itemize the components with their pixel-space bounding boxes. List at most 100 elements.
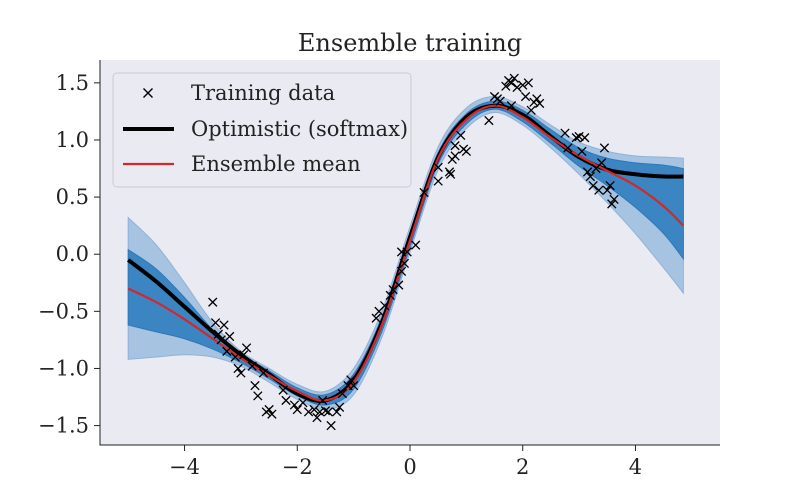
training-data-point [385,290,395,301]
training-data-point [379,300,390,311]
training-data-point [501,81,511,91]
training-data-point [233,363,243,374]
y-tick-label: 0.5 [56,185,89,209]
training-points [208,73,619,431]
training-data-point [219,320,229,330]
training-data-point [224,331,235,342]
legend: Training data Optimistic (softmax) Ensembl… [112,72,412,188]
training-data-point [509,73,519,83]
training-data-point [588,181,598,191]
training-data-point [348,380,359,391]
training-data-point [571,133,581,143]
training-data-point [596,158,607,168]
training-data-point [264,404,274,415]
training-data-point [560,128,570,138]
training-data-point [334,402,345,412]
training-data-point [241,343,252,353]
training-data-point [312,412,322,423]
legend-label: Ensemble mean [191,152,361,176]
training-data-point [394,280,404,290]
training-data-point [599,143,610,153]
training-data-point [247,361,257,371]
training-data-point [410,240,421,250]
x-tick-label: 4 [629,455,642,479]
training-data-point [332,407,342,417]
training-data-point [512,82,522,93]
y-tick-label: 1.0 [56,128,89,152]
training-data-point [609,194,619,205]
training-data-point [278,385,288,395]
training-data-point [445,169,456,179]
training-data-point [346,375,356,385]
training-data-point [213,329,224,339]
training-data-point [239,350,249,360]
training-data-point [585,171,596,182]
legend-label: Training data [191,81,335,105]
x-tick-label: 0 [403,455,416,479]
axis-frame [99,60,720,446]
training-data-point [315,407,325,417]
training-data-point [258,368,269,378]
training-data-point [484,115,494,126]
training-data-point [433,176,443,186]
training-data-point [236,368,246,378]
y-tick-label: 1.5 [56,71,89,95]
training-data-point [303,407,314,417]
training-data-point [309,404,319,415]
training-data-point [292,404,302,415]
training-data-point [433,162,443,173]
training-data-point [506,101,517,111]
y-tick-label: −1.0 [38,356,89,380]
x-tick-label: −2 [282,455,313,479]
training-data-point [580,133,590,143]
training-data-point [230,352,240,362]
training-data-point [326,420,336,431]
training-data-point [518,80,528,90]
training-data-point [396,266,407,277]
training-data-point [506,78,517,88]
training-data-point [574,131,584,142]
training-data-point [216,335,226,345]
training-data-point [577,146,587,157]
training-data-point [317,395,328,406]
training-data-point [456,130,466,141]
training-data-point [208,297,218,307]
legend-label: Optimistic (softmax) [191,117,408,141]
training-data-point [298,398,308,408]
training-data-point [281,395,291,406]
training-data-point [495,96,505,106]
chart-title: Ensemble training [298,29,522,57]
x-axis: −4 −2 0 2 4 [169,445,642,479]
training-data-point [532,94,542,104]
training-data-point [419,187,429,198]
training-data-point [461,146,472,157]
training-data-point [371,313,381,323]
legend-marker-x [143,88,153,98]
training-data-point [289,400,300,410]
training-data-point [250,380,260,391]
training-data-point [582,167,593,177]
training-data-point [337,388,348,399]
training-data-point [399,258,410,269]
training-data-point [607,199,617,209]
series-lines [126,103,685,403]
training-data-point [267,409,277,419]
training-data-point [388,284,398,295]
training-data-point [563,143,573,153]
training-data-point [210,318,221,328]
y-tick-label: −1.5 [38,414,89,438]
x-tick-label: −4 [169,455,200,479]
training-data-point [323,407,333,417]
y-tick-label: 0.0 [56,242,89,266]
training-data-point [526,105,536,115]
training-data-point [520,91,531,102]
training-data-point [605,181,615,191]
training-data-point [444,167,455,177]
training-data-point [222,346,232,356]
training-data-point [320,406,331,416]
ensemble-mean-line [127,104,685,402]
training-data-point [523,78,534,88]
y-axis: −1.5 −1.0 −0.5 0.0 0.5 1.0 1.5 [38,71,100,438]
training-data-point [253,391,263,401]
